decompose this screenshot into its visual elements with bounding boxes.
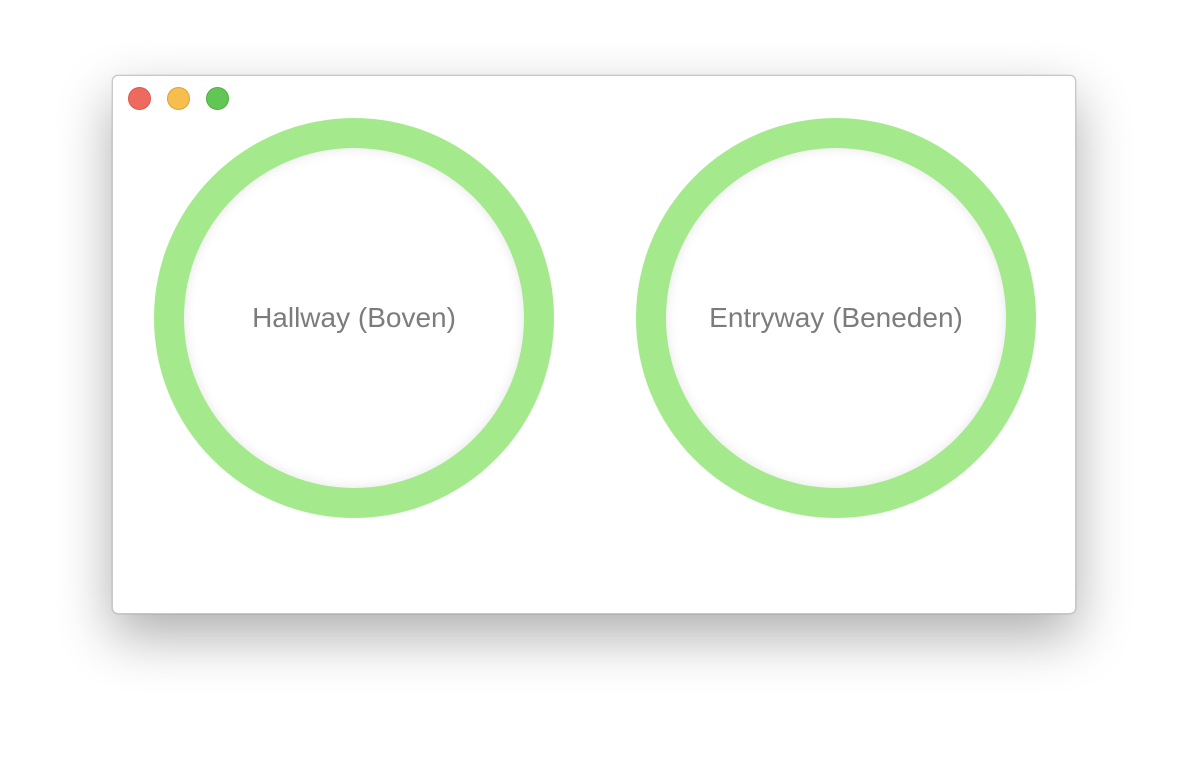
room-ring-inner: Hallway (Boven) — [184, 148, 524, 488]
room-ring-hallway[interactable]: Hallway (Boven) — [154, 118, 554, 518]
minimize-button[interactable] — [167, 87, 190, 110]
close-button[interactable] — [128, 87, 151, 110]
window-controls — [128, 87, 229, 110]
room-ring-inner: Entryway (Beneden) — [666, 148, 1006, 488]
room-label-hallway: Hallway (Boven) — [252, 302, 456, 333]
room-label-entryway: Entryway (Beneden) — [709, 302, 963, 333]
room-ring-entryway[interactable]: Entryway (Beneden) — [636, 118, 1036, 518]
zoom-button[interactable] — [206, 87, 229, 110]
app-window: Hallway (Boven) Entryway (Beneden) — [112, 75, 1076, 614]
